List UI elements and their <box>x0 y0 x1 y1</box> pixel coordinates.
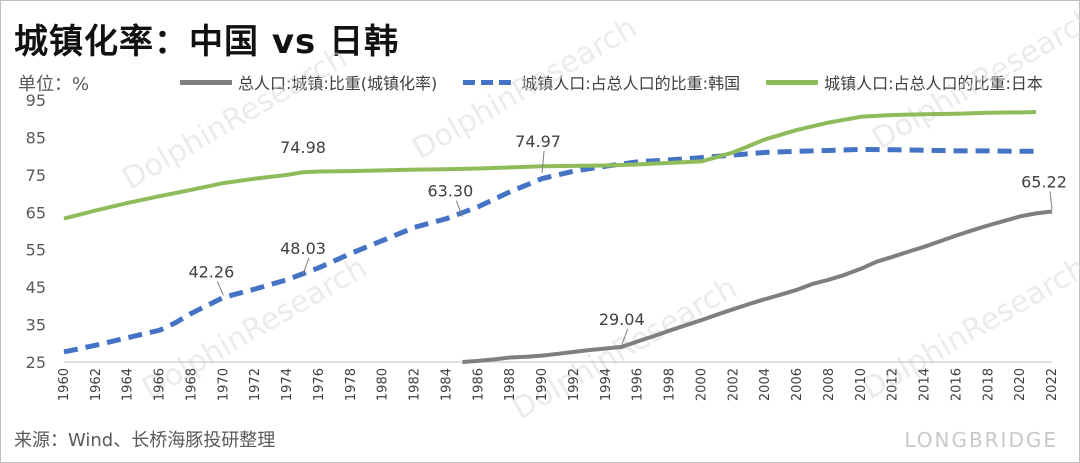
legend-item-korea: 城镇人口:占总人口的比重:韩国 <box>463 70 740 94</box>
legend-swatch-korea <box>463 79 516 85</box>
x-tick-label: 2018 <box>981 368 996 401</box>
x-tick-label: 2016 <box>949 368 964 401</box>
brand-logo: LONGBRIDGE <box>904 428 1058 452</box>
x-tick-label: 1998 <box>663 368 678 401</box>
data-label: 74.98 <box>280 138 326 157</box>
legend-swatch-china <box>180 79 232 85</box>
annotation-leader <box>621 328 629 346</box>
x-tick-label: 1988 <box>503 368 518 401</box>
y-tick-label: 35 <box>26 316 46 335</box>
x-tick-label: 1978 <box>344 368 359 401</box>
y-tick-label: 65 <box>26 203 46 222</box>
x-tick-label: 2014 <box>918 368 933 401</box>
x-tick-label: 1976 <box>312 368 327 401</box>
legend-item-japan: 城镇人口:占总人口的比重:日本 <box>766 70 1043 94</box>
x-tick-label: 2020 <box>1013 368 1028 401</box>
annotation-leader <box>216 281 224 296</box>
data-label: 65.22 <box>1021 172 1067 191</box>
y-tick-label: 85 <box>26 128 46 147</box>
data-label: 29.04 <box>599 310 645 329</box>
x-tick-label: 2022 <box>1045 368 1060 401</box>
annotation-leader <box>1049 191 1053 210</box>
x-tick-label: 1986 <box>471 368 486 401</box>
legend: 总人口:城镇:比重(城镇化率) 城镇人口:占总人口的比重:韩国 城镇人口:占总人… <box>180 70 1070 94</box>
watermark-text: DolphinResearch <box>867 0 1080 157</box>
source-note: 来源：Wind、长桥海豚投研整理 <box>14 430 276 451</box>
x-tick-label: 2000 <box>694 368 709 401</box>
x-tick-label: 1994 <box>599 368 614 401</box>
y-tick-label: 95 <box>26 91 46 110</box>
data-label: 63.30 <box>427 182 473 201</box>
x-tick-label: 1960 <box>57 368 72 401</box>
x-tick-label: 1982 <box>408 368 423 401</box>
series-line-china <box>462 209 1053 364</box>
data-label: 48.03 <box>280 239 326 258</box>
watermark-text: DolphinResearch <box>507 270 743 427</box>
legend-label-china: 总人口:城镇:比重(城镇化率) <box>238 74 438 93</box>
x-tick-label: 2002 <box>726 368 741 401</box>
annotation-leader <box>541 150 545 174</box>
series-line-japan <box>63 110 1037 221</box>
x-tick-label: 1970 <box>216 368 231 401</box>
y-tick-label: 45 <box>26 278 46 297</box>
series-line-korea <box>63 146 1037 355</box>
x-tick-label: 2008 <box>822 368 837 401</box>
y-tick-label: 25 <box>26 353 46 372</box>
x-tick-label: 2004 <box>758 368 773 401</box>
x-tick-label: 1966 <box>153 368 168 401</box>
chart-title: 城镇化率：中国 vs 日韩 <box>14 22 400 62</box>
x-tick-label: 1980 <box>376 368 391 401</box>
x-tick-label: 1968 <box>184 368 199 401</box>
x-tick-label: 1992 <box>567 368 582 401</box>
unit-label: 单位：% <box>18 74 90 95</box>
y-tick-label: 55 <box>26 241 46 260</box>
x-tick-label: 1972 <box>248 368 263 401</box>
legend-swatch-japan <box>766 79 819 85</box>
x-tick-label: 2012 <box>886 368 901 401</box>
legend-item-china: 总人口:城镇:比重(城镇化率) <box>180 70 437 94</box>
annotation-leader <box>302 257 310 274</box>
legend-label-japan: 城镇人口:占总人口的比重:日本 <box>824 74 1043 93</box>
x-tick-label: 1984 <box>439 368 454 401</box>
x-tick-label: 1974 <box>280 368 295 401</box>
y-tick-label: 75 <box>26 166 46 185</box>
data-label: 74.97 <box>515 132 561 151</box>
x-tick-label: 1962 <box>89 368 104 401</box>
x-tick-label: 1996 <box>631 368 646 401</box>
data-label: 42.26 <box>188 262 234 281</box>
x-tick-label: 2010 <box>854 368 869 401</box>
x-tick-label: 1964 <box>121 368 136 401</box>
annotation-leader <box>455 200 463 217</box>
legend-label-korea: 城镇人口:占总人口的比重:韩国 <box>521 74 741 93</box>
x-tick-label: 2006 <box>790 368 805 401</box>
x-tick-label: 1990 <box>535 368 550 401</box>
